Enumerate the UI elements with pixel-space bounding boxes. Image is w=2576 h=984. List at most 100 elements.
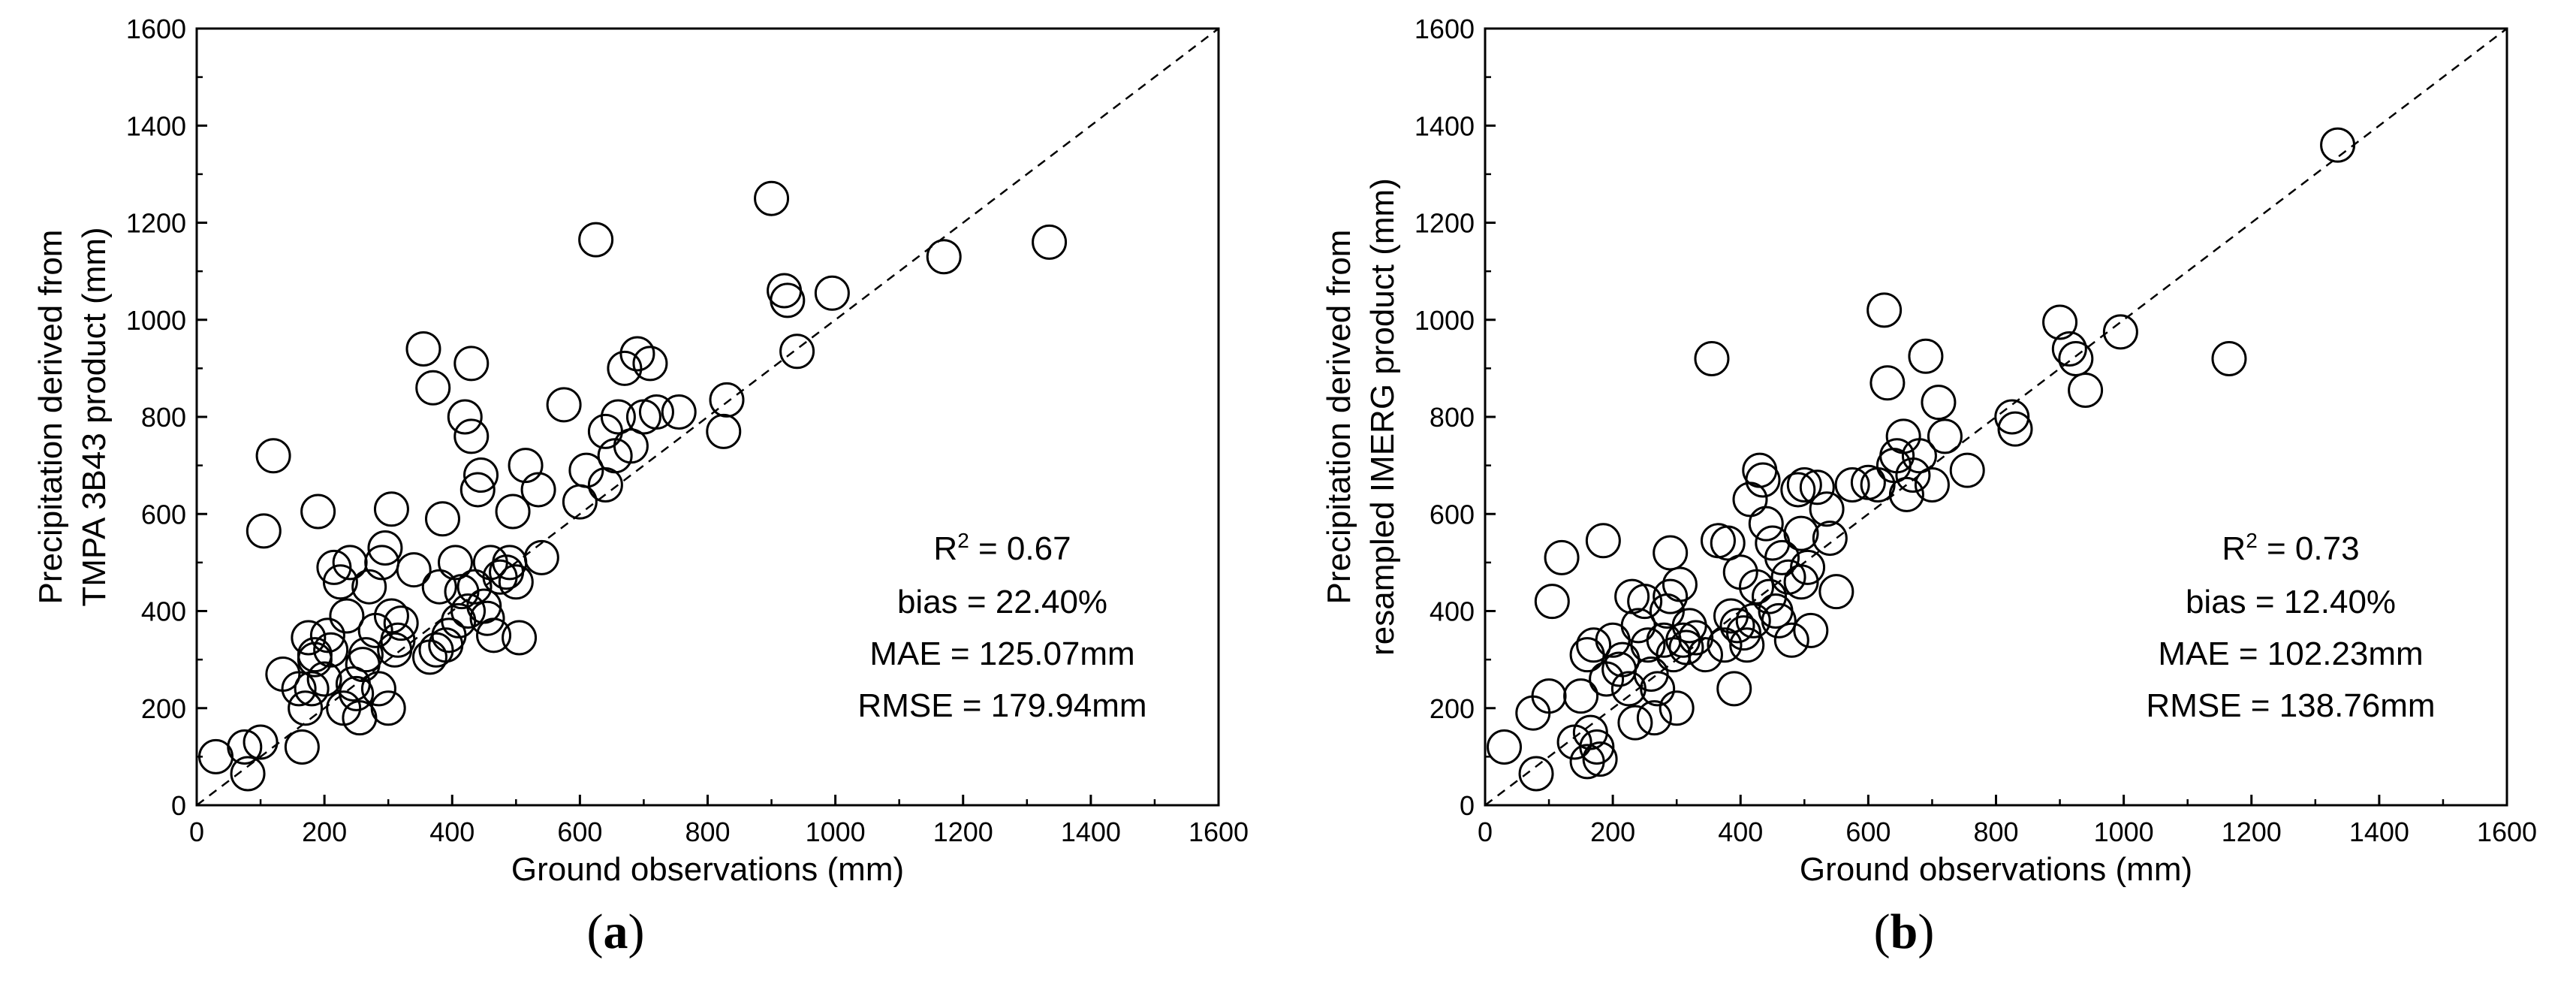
panel-label-close-paren: ) bbox=[628, 904, 645, 959]
x-tick-label: 200 bbox=[302, 816, 347, 847]
y-tick-label: 1200 bbox=[126, 208, 186, 239]
x-tick-label: 1200 bbox=[2222, 816, 2282, 847]
x-axis-title: Ground observations (mm) bbox=[1800, 851, 2192, 888]
panel-label-open-paren: ( bbox=[587, 904, 604, 959]
scatter-point bbox=[523, 539, 559, 575]
scatter-point bbox=[1793, 612, 1829, 648]
scatter-point bbox=[498, 564, 534, 600]
scatter-point bbox=[1761, 602, 1797, 638]
scatter-point bbox=[2051, 331, 2087, 367]
scatter-point bbox=[1780, 472, 1816, 508]
y-axis-title-line-1: Precipitation derived from bbox=[32, 230, 69, 605]
scatter-point bbox=[453, 418, 490, 454]
scatter-point bbox=[1569, 637, 1605, 673]
scatter-point bbox=[1563, 678, 1599, 714]
scatter-point bbox=[313, 632, 349, 668]
panel-label-letter: b bbox=[1891, 904, 1918, 959]
scatter-point bbox=[2320, 127, 2356, 163]
scatter-point bbox=[463, 457, 499, 494]
x-tick-label: 400 bbox=[1718, 816, 1763, 847]
scatter-point bbox=[1997, 411, 2033, 447]
scatter-point bbox=[1716, 671, 1752, 707]
scatter-point bbox=[1662, 566, 1698, 602]
scatter-point bbox=[1636, 700, 1672, 736]
scatter-point bbox=[578, 222, 614, 258]
scatter-point bbox=[1786, 466, 1822, 503]
scatter-point bbox=[383, 605, 419, 641]
scatter-point bbox=[367, 530, 403, 566]
scatter-point bbox=[370, 690, 406, 726]
panel-label: (a) bbox=[587, 904, 645, 959]
panel-label-close-paren: ) bbox=[1918, 904, 1934, 959]
scatter-point bbox=[1735, 602, 1771, 638]
scatter-point bbox=[246, 513, 282, 549]
scatter-point bbox=[1773, 622, 1809, 658]
y-tick-label: 1600 bbox=[1415, 14, 1475, 44]
x-tick-label: 400 bbox=[429, 816, 475, 847]
scatter-point bbox=[2058, 340, 2094, 376]
x-tick-label: 600 bbox=[1845, 816, 1891, 847]
scatter-point bbox=[754, 180, 790, 216]
stat-mae: MAE = 125.07mm bbox=[869, 635, 1134, 672]
scatter-point bbox=[284, 729, 320, 765]
scatter-point bbox=[1745, 462, 1781, 498]
scatter-point bbox=[243, 724, 279, 760]
scatter-point bbox=[447, 399, 483, 435]
scatter-point bbox=[1726, 615, 1762, 651]
scatter-point bbox=[632, 346, 668, 382]
scatter-point bbox=[1790, 549, 1826, 585]
scatter-point bbox=[459, 472, 496, 508]
stat-r2-prefix: R bbox=[933, 530, 957, 567]
scatter-point bbox=[1518, 756, 1554, 792]
scatter-point bbox=[1742, 452, 1778, 488]
scatter-point bbox=[1921, 385, 1957, 421]
y-tick-label: 800 bbox=[1430, 402, 1475, 433]
scatter-point bbox=[2102, 314, 2138, 350]
scatter-point bbox=[767, 273, 803, 309]
x-tick-label: 200 bbox=[1590, 816, 1635, 847]
scatter-point bbox=[508, 448, 544, 484]
x-tick-label: 0 bbox=[1478, 816, 1493, 847]
y-tick-label: 200 bbox=[1430, 693, 1475, 724]
scatter-point bbox=[546, 387, 582, 423]
scatter-point bbox=[1901, 438, 1937, 474]
x-tick-label: 1400 bbox=[2349, 816, 2409, 847]
scatter-point bbox=[1818, 574, 1854, 610]
scatter-point bbox=[339, 675, 375, 711]
scatter-point bbox=[607, 350, 643, 386]
x-tick-label: 1200 bbox=[933, 816, 993, 847]
scatter-point bbox=[306, 661, 342, 697]
scatter-point bbox=[1572, 714, 1608, 750]
scatter-point bbox=[288, 690, 324, 726]
x-tick-label: 1400 bbox=[1061, 816, 1121, 847]
stat-r2: R2 = 0.73 bbox=[2222, 529, 2359, 567]
scatter-point bbox=[1914, 466, 1950, 503]
scatter-point bbox=[294, 671, 330, 707]
scatter-point bbox=[415, 370, 451, 406]
x-tick-label: 800 bbox=[1973, 816, 2018, 847]
panel-label-letter: a bbox=[604, 904, 628, 959]
scatter-point bbox=[1544, 539, 1580, 575]
stat-r2-superscript: 2 bbox=[2246, 529, 2258, 552]
scatter-point bbox=[1908, 338, 1944, 374]
scatter-point bbox=[281, 671, 317, 707]
scatter-point bbox=[1630, 627, 1666, 663]
stat-rmse: RMSE = 138.76mm bbox=[2146, 687, 2435, 724]
scatter-point bbox=[1748, 506, 1784, 542]
scatter-point bbox=[1668, 629, 1704, 666]
scatter-point bbox=[1585, 523, 1621, 559]
y-tick-label: 600 bbox=[141, 499, 186, 530]
scatter-point bbox=[396, 552, 432, 588]
scatter-point bbox=[329, 598, 365, 634]
scatter-point bbox=[450, 593, 487, 629]
panel-label-open-paren: ( bbox=[1874, 904, 1891, 959]
x-tick-label: 1600 bbox=[1189, 816, 1249, 847]
scatter-point bbox=[360, 671, 396, 707]
scatter-point bbox=[1866, 292, 1903, 328]
x-tick-label: 0 bbox=[189, 816, 204, 847]
chart-b: 0 200 400 600 800 1000 1200 1400 1600 0 200 400 600 8… bbox=[1321, 14, 2537, 959]
scatter-point bbox=[1595, 622, 1631, 658]
scatter-point bbox=[495, 494, 531, 530]
scatter-point bbox=[418, 632, 454, 668]
scatter-point bbox=[1809, 491, 1845, 527]
